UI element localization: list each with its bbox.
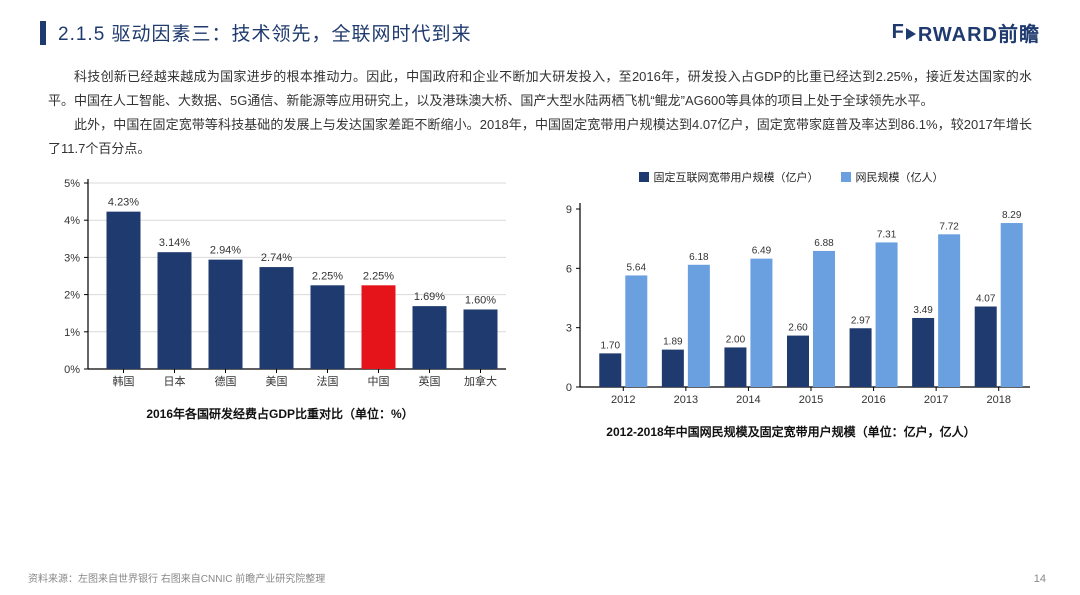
svg-text:2017: 2017 <box>924 394 948 406</box>
svg-text:法国: 法国 <box>317 374 339 388</box>
svg-text:3.14%: 3.14% <box>159 237 190 249</box>
body-paragraphs: 科技创新已经越来越成为国家进步的根本推动力。因此，中国政府和企业不断加大研发投入… <box>0 61 1080 161</box>
svg-text:日本: 日本 <box>164 374 186 388</box>
logo-text-right: RWARD前瞻 <box>918 18 1040 47</box>
logo-text-left: F <box>892 21 905 44</box>
svg-text:4.23%: 4.23% <box>108 197 139 209</box>
svg-text:4%: 4% <box>64 215 80 227</box>
svg-text:6: 6 <box>566 264 572 276</box>
svg-text:5%: 5% <box>64 178 80 190</box>
left-chart: 0% 1% 2% 3% 4% 5% 4.23% 韩国 3.14% 日本 2.94% 德国 2.74% 美国… <box>44 169 516 440</box>
right-chart: 固定互联网宽带用户规模（亿户） 网民规模（亿人） 0 3 6 9 1.70 5.64 201… <box>546 169 1036 440</box>
svg-text:1%: 1% <box>64 327 80 339</box>
legend-item-1: 固定互联网宽带用户规模（亿户） <box>639 169 819 185</box>
svg-text:美国: 美国 <box>266 375 288 388</box>
svg-text:3%: 3% <box>64 253 80 265</box>
svg-text:德国: 德国 <box>215 374 237 388</box>
svg-text:9: 9 <box>566 204 572 216</box>
svg-text:韩国: 韩国 <box>113 374 135 388</box>
svg-text:7.72: 7.72 <box>939 222 959 233</box>
svg-text:6.18: 6.18 <box>689 252 709 263</box>
section-number: 2.1.5 <box>58 24 105 45</box>
svg-text:2012: 2012 <box>611 394 635 406</box>
right-chart-svg: 0 3 6 9 1.70 5.64 2012 1.89 6.18 2013 2.00 6.49 2014… <box>546 187 1036 417</box>
svg-text:5.64: 5.64 <box>627 263 647 274</box>
svg-text:中国: 中国 <box>368 375 390 388</box>
legend-item-2: 网民规模（亿人） <box>841 169 944 185</box>
svg-text:6.88: 6.88 <box>814 238 834 249</box>
title-text: 驱动因素三：技术领先，全联网时代到来 <box>105 24 471 45</box>
legend-label-1: 固定互联网宽带用户规模（亿户） <box>654 169 819 185</box>
paragraph-1: 科技创新已经越来越成为国家进步的根本推动力。因此，中国政府和企业不断加大研发投入… <box>48 65 1032 113</box>
svg-text:2.94%: 2.94% <box>210 245 241 257</box>
svg-text:1.60%: 1.60% <box>465 295 496 307</box>
svg-text:2014: 2014 <box>736 394 760 406</box>
left-chart-svg: 0% 1% 2% 3% 4% 5% 4.23% 韩国 3.14% 日本 2.94% 德国 2.74% 美国… <box>44 169 514 399</box>
svg-text:1.89: 1.89 <box>663 337 683 348</box>
page-number: 14 <box>1034 573 1046 585</box>
svg-text:0%: 0% <box>64 364 80 376</box>
svg-text:2%: 2% <box>64 290 80 302</box>
svg-text:7.31: 7.31 <box>877 230 897 241</box>
play-arrow-icon <box>906 28 916 40</box>
legend-swatch-2 <box>841 172 851 182</box>
svg-text:2018: 2018 <box>986 394 1010 406</box>
svg-text:2016: 2016 <box>861 394 885 406</box>
forward-logo: F RWARD前瞻 <box>892 18 1040 47</box>
slide-title: 2.1.5 驱动因素三：技术领先，全联网时代到来 <box>58 19 472 46</box>
svg-text:2.25%: 2.25% <box>312 270 343 282</box>
title-accent-bar <box>40 21 46 45</box>
svg-text:2.60: 2.60 <box>788 323 808 334</box>
source-footnote: 资料来源：左图来自世界银行 右图来自CNNIC 前瞻产业研究院整理 <box>28 570 325 585</box>
svg-text:8.29: 8.29 <box>1002 210 1022 221</box>
title-group: 2.1.5 驱动因素三：技术领先，全联网时代到来 <box>40 19 472 46</box>
legend-label-2: 网民规模（亿人） <box>856 169 944 185</box>
svg-text:6.49: 6.49 <box>752 246 772 257</box>
legend-swatch-1 <box>639 172 649 182</box>
svg-text:4.07: 4.07 <box>976 294 996 305</box>
svg-text:3.49: 3.49 <box>913 305 933 316</box>
svg-text:2.00: 2.00 <box>726 335 746 346</box>
right-chart-legend: 固定互联网宽带用户规模（亿户） 网民规模（亿人） <box>546 169 1036 185</box>
svg-text:2013: 2013 <box>674 394 698 406</box>
svg-text:2015: 2015 <box>799 394 823 406</box>
svg-text:2.25%: 2.25% <box>363 270 394 282</box>
svg-text:0: 0 <box>566 382 572 394</box>
svg-text:英国: 英国 <box>419 374 441 388</box>
paragraph-2: 此外，中国在固定宽带等科技基础的发展上与发达国家差距不断缩小。2018年，中国固… <box>48 113 1032 161</box>
svg-text:3: 3 <box>566 323 572 335</box>
left-chart-caption: 2016年各国研发经费占GDP比重对比（单位：%） <box>44 405 516 422</box>
svg-text:2.74%: 2.74% <box>261 252 292 264</box>
right-chart-caption: 2012-2018年中国网民规模及固定宽带用户规模（单位：亿户，亿人） <box>546 423 1036 440</box>
svg-text:1.69%: 1.69% <box>414 291 445 303</box>
svg-text:1.70: 1.70 <box>601 341 621 352</box>
svg-text:2.97: 2.97 <box>851 315 871 326</box>
slide-header: 2.1.5 驱动因素三：技术领先，全联网时代到来 F RWARD前瞻 <box>0 0 1080 61</box>
charts-row: 0% 1% 2% 3% 4% 5% 4.23% 韩国 3.14% 日本 2.94% 德国 2.74% 美国… <box>0 161 1080 440</box>
svg-text:加拿大: 加拿大 <box>464 374 497 388</box>
